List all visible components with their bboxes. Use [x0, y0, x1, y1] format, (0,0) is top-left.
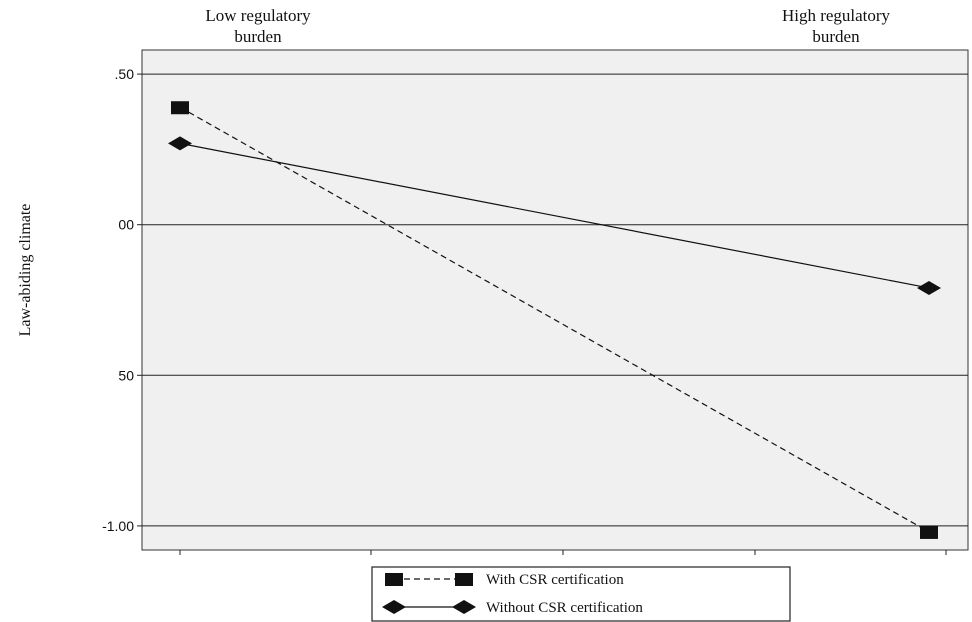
- plot-area: [141, 49, 969, 551]
- y-tick-label: 50: [118, 367, 134, 383]
- diamond-marker: [168, 136, 192, 151]
- category-labels: Low regulatory burden High regulatory burde…: [205, 6, 890, 46]
- legend-marker: [452, 600, 476, 614]
- series-layer: [168, 101, 941, 539]
- legend-label: With CSR certification: [486, 572, 624, 588]
- y-tick-label: -1.00: [102, 518, 134, 534]
- square-marker: [171, 101, 189, 115]
- series-line: [179, 106, 930, 533]
- x-axis: [179, 550, 947, 555]
- series-line: [179, 142, 930, 289]
- legend: With CSR certification Without CSR certif…: [371, 566, 791, 622]
- category-label: burden: [234, 27, 282, 46]
- diamond-marker: [917, 280, 941, 295]
- y-tick-label: .50: [115, 66, 135, 82]
- y-axis: .50 00 50 -1.00: [102, 66, 142, 534]
- square-marker: [920, 525, 938, 539]
- legend-marker: [385, 573, 403, 586]
- legend-box: [371, 566, 791, 622]
- gridlines: [142, 73, 968, 527]
- category-label: Low regulatory: [205, 6, 311, 25]
- category-label: High regulatory: [782, 6, 891, 25]
- legend-marker: [455, 573, 473, 586]
- y-tick-label: 00: [118, 217, 134, 233]
- category-label: burden: [812, 27, 860, 46]
- y-axis-label: Law-abiding climate: [17, 204, 34, 337]
- legend-label: Without CSR certification: [486, 600, 643, 616]
- legend-marker: [382, 600, 406, 614]
